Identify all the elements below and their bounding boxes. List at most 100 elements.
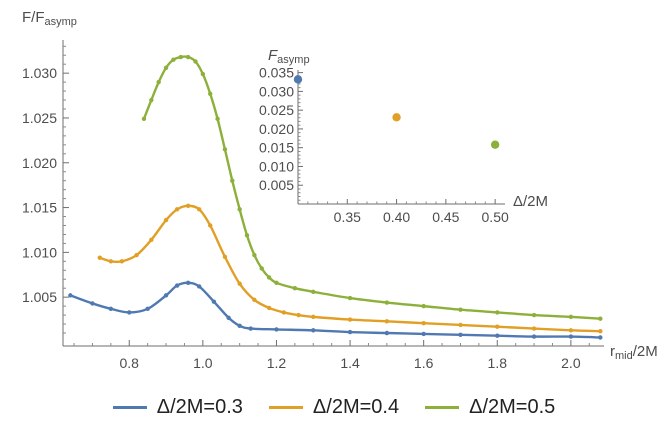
series-point-2 [237,207,242,212]
series-point-0 [108,306,114,312]
series-point-1 [252,297,257,303]
series-point-2 [384,300,390,305]
series-point-1 [296,312,301,318]
inset-y-tick-label: 0.030 [259,83,294,99]
series-point-1 [222,254,228,260]
main-y-tick-label: 1.025 [22,110,57,126]
series-point-1 [598,329,603,334]
series-point-1 [568,328,574,333]
inset-x-axis-label: Δ/2M [513,193,548,210]
series-point-2 [193,59,198,64]
inset-point-2 [490,140,500,149]
chart-canvas: 0.8 1.0 1.2 1.4 1.6 1.8 2.0 1.005 1.010 1.015 1.02… [22,9,658,371]
main-y-tick-label: 1.010 [22,244,57,260]
series-point-2 [421,303,426,309]
legend-item-1: Δ/2M=0.4 [268,395,400,419]
series-point-0 [384,330,390,336]
series-point-1 [174,207,180,212]
legend-label-2: Δ/2M=0.5 [469,395,556,418]
main-x-tick-label: 1.0 [193,355,213,371]
series-point-0 [174,283,180,288]
legend-item-2: Δ/2M=0.5 [425,396,555,419]
series-point-0 [531,334,537,339]
series-point-0 [211,299,217,304]
series-point-2 [208,91,213,96]
series-point-2 [185,54,191,60]
legend-item-0: Δ/2M=0.3 [112,395,243,419]
series-point-2 [230,178,235,183]
series-point-0 [196,284,202,289]
series-point-1 [119,259,125,264]
series-point-2 [178,54,183,60]
series-point-2 [347,295,353,301]
series-point-1 [163,217,169,223]
series-point-2 [244,233,250,238]
series-point-0 [127,310,132,315]
series-point-2 [215,116,220,122]
main-x-tick-label: 1.4 [340,355,360,371]
series-point-1 [458,322,463,328]
series-point-2 [252,252,257,258]
series-point-0 [90,301,95,306]
main-x-tick-label: 1.2 [267,355,287,371]
legend-label-1: Δ/2M=0.4 [312,395,400,418]
series-point-1 [185,203,191,208]
main-y-tick-label: 1.030 [22,65,57,81]
inset-x-tick-label: 0.45 [432,209,459,225]
series-point-1 [149,237,154,243]
series-point-0 [237,323,242,329]
inset-y-tick-label: 0.015 [259,140,294,156]
main-y-tick-label: 1.005 [22,289,57,305]
series-point-1 [281,310,287,315]
series-point-1 [384,319,390,324]
series-point-0 [347,329,353,335]
inset-x-tick-label: 0.35 [334,209,361,225]
main-x-tick-label: 1.8 [488,355,508,371]
series-line-0 [69,281,601,339]
series-point-1 [266,305,272,311]
series-point-1 [97,255,103,260]
series-point-2 [259,266,264,271]
inset-y-tick-label: 0.020 [259,121,294,137]
series-point-1 [108,259,114,264]
series-point-2 [458,307,463,312]
series-point-0 [598,335,603,340]
inset-point-1 [392,113,401,122]
series-point-1 [311,314,316,320]
series-point-1 [196,207,202,212]
series-point-2 [141,116,147,122]
inset-x-tick-label: 0.40 [383,209,410,225]
series-point-0 [68,293,73,298]
main-y-tick-label: 1.020 [22,155,57,171]
series-point-2 [171,57,176,62]
inset-point-0 [293,75,303,84]
series-point-2 [222,147,228,152]
inset-y-tick-label: 0.035 [259,65,294,81]
series-point-0 [568,334,574,339]
series-point-2 [266,275,272,280]
inset-y-tick-label: 0.010 [259,158,294,174]
inset-y-tick-label: 0.025 [259,102,294,118]
main-x-tick-label: 0.8 [120,355,140,371]
legend-label-0: Δ/2M=0.3 [156,395,243,418]
series-point-2 [274,280,279,286]
series-point-2 [292,286,298,291]
series-point-2 [200,71,206,77]
legend-swatch-0 [112,405,147,409]
series-point-1 [237,281,242,286]
series-point-0 [495,333,500,338]
legend: Δ/2M=0.3 Δ/2M=0.4 Δ/2M=0.5 [0,392,668,422]
series-point-1 [347,317,353,322]
series-point-0 [311,328,316,333]
series-line-2 [142,55,601,320]
main-x-axis-label: rmid/2M [610,343,658,362]
series-point-1 [531,326,537,331]
series-point-2 [149,97,154,103]
main-x-tick-label: 2.0 [561,355,581,371]
series-point-0 [163,293,169,298]
series-point-1 [208,223,213,228]
legend-swatch-1 [268,405,303,409]
series-point-2 [531,312,537,318]
series-point-1 [495,324,500,329]
